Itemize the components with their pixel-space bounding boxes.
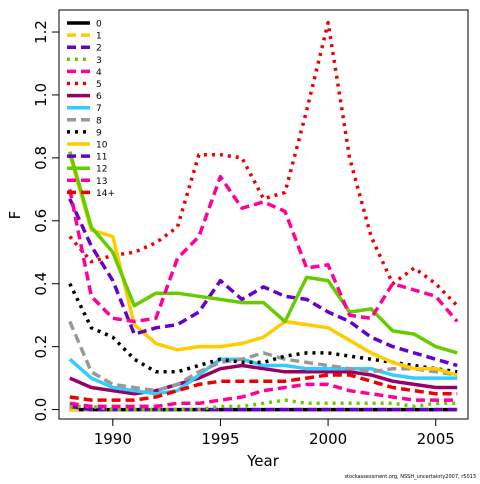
- legend-label-6: 6: [96, 92, 102, 102]
- legend-label-8: 8: [96, 116, 102, 126]
- series-line-10: [68, 154, 458, 377]
- credit-text: stockassessment.org, NSSH_uncertainty200…: [344, 474, 476, 480]
- series-line-8: [68, 320, 458, 393]
- y-tick-label-6: 1.2: [32, 20, 50, 44]
- x-tick-label-3: 2005: [417, 430, 455, 448]
- legend-label-11: 11: [96, 153, 107, 163]
- legend-label-5: 5: [96, 80, 102, 90]
- x-tick-label-2: 2000: [309, 430, 347, 448]
- x-tick-label-1: 1995: [201, 430, 239, 448]
- y-tick-label-2: 0.4: [32, 272, 50, 296]
- y-tick-label-4: 0.8: [32, 146, 50, 170]
- legend-label-13: 13: [96, 177, 107, 187]
- x-axis: 1990 1995 2000 2005: [94, 418, 455, 448]
- series-line-4: [69, 382, 458, 409]
- legend-label-1: 1: [96, 32, 102, 42]
- series-line-5: [68, 20, 459, 307]
- series-line-7: [68, 357, 458, 396]
- legend-label-0: 0: [96, 20, 102, 30]
- series-layer: [68, 20, 459, 412]
- legend-label-7: 7: [96, 104, 102, 114]
- legend-label-10: 10: [96, 141, 108, 151]
- series-line-3: [69, 398, 458, 412]
- y-tick-label-5: 1.0: [32, 83, 50, 107]
- series-line-12: [68, 151, 458, 355]
- legend-label-2: 2: [96, 44, 102, 54]
- y-tick-label-0: 0.0: [32, 398, 50, 422]
- legend-label-12: 12: [96, 165, 107, 175]
- series-line-11: [68, 198, 458, 368]
- x-axis-title: Year: [246, 452, 280, 470]
- y-axis-title: F: [6, 211, 24, 220]
- legend-label-3: 3: [96, 56, 102, 66]
- series-line-6: [69, 363, 458, 396]
- x-tick-label-0: 1990: [94, 430, 132, 448]
- legend-label-14: 14+: [96, 189, 115, 199]
- y-tick-label-3: 0.6: [32, 209, 50, 233]
- legend-label-9: 9: [96, 128, 102, 138]
- y-axis: 0.0 0.2 0.4 0.6 0.8 1.0 1.2: [32, 20, 60, 422]
- y-tick-label-1: 0.2: [32, 335, 50, 359]
- series-line-14: [69, 373, 458, 402]
- series-line-13: [68, 174, 459, 324]
- legend-label-4: 4: [96, 68, 102, 78]
